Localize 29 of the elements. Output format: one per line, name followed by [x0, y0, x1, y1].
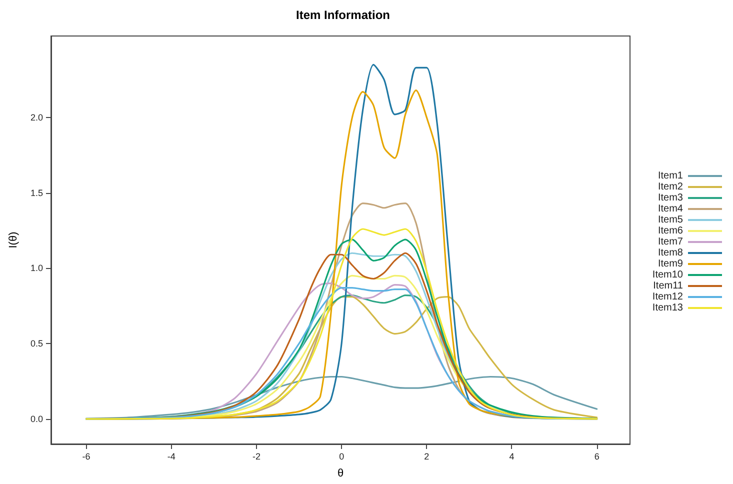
x-tick-label: 6 — [594, 452, 600, 462]
y-tick-label: 1.5 — [30, 188, 43, 198]
legend-label: Item10 — [652, 270, 684, 280]
legend-label: Item4 — [658, 204, 684, 214]
legend-label: Item7 — [658, 236, 684, 248]
x-tick-label: -6 — [82, 452, 90, 462]
x-tick-label: -2 — [252, 452, 260, 462]
legend-label: Item9 — [658, 258, 684, 270]
line-series — [86, 376, 598, 420]
y-tick-label: 1.0 — [30, 263, 43, 274]
y-tick-label: 0.0 — [30, 414, 43, 424]
legend-label: Item13 — [652, 302, 684, 314]
y-tick-label: 2.0 — [30, 112, 43, 122]
legend-label: Item2 — [658, 182, 684, 192]
legend-label: Item1 — [658, 170, 684, 182]
chart-title: Item Information — [296, 8, 390, 22]
legend-label: Item11 — [653, 280, 684, 292]
legend-label: Item5 — [658, 214, 684, 226]
legend-label: Item6 — [658, 226, 684, 236]
x-tick-label: -4 — [167, 452, 176, 462]
legend-label: Item12 — [652, 292, 684, 302]
legend-label: Item3 — [658, 192, 684, 204]
y-axis-title: I(θ) — [8, 232, 20, 248]
x-tick-label: 2 — [424, 452, 430, 462]
x-tick-label: 4 — [509, 452, 514, 462]
legend-label: Item8 — [658, 248, 684, 258]
y-tick-label: 0.5 — [30, 338, 43, 349]
x-axis-title: θ — [337, 468, 344, 480]
x-tick-label: 0 — [339, 452, 344, 462]
